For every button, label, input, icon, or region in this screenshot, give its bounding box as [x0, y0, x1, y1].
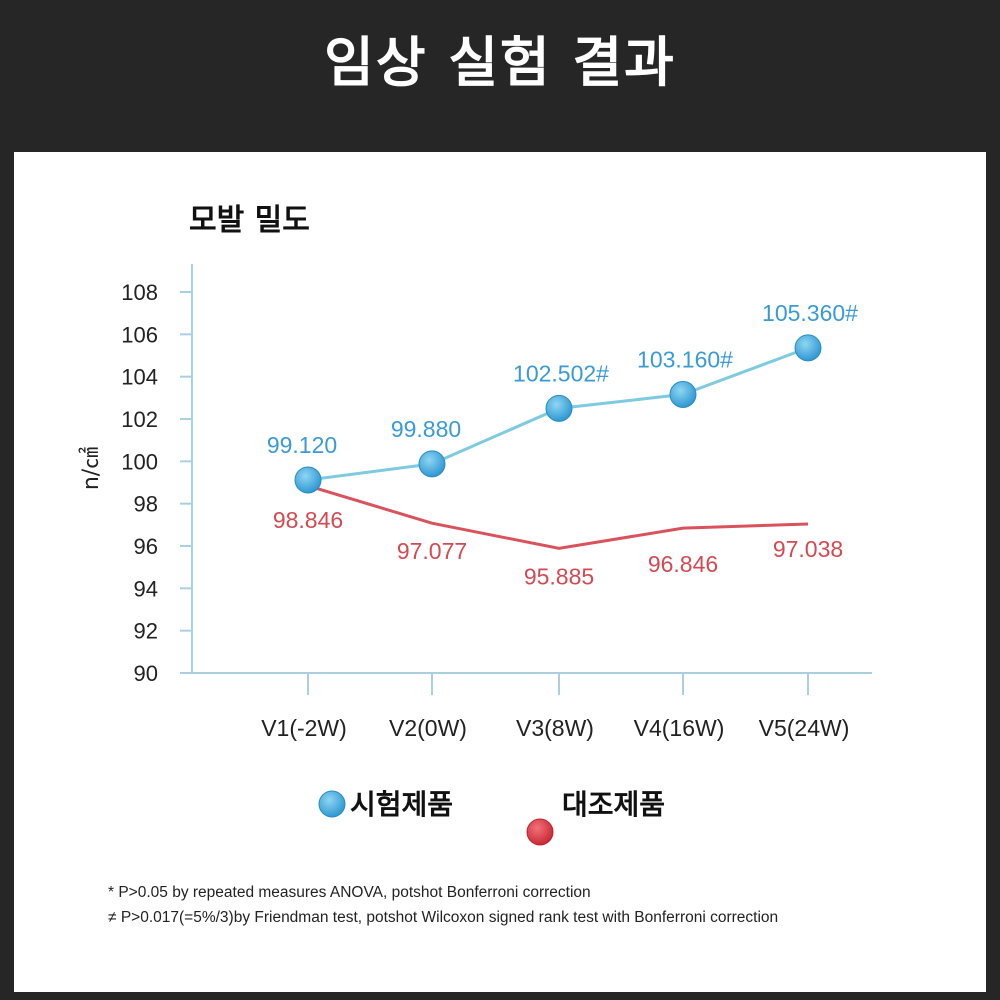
- test-point-2: [418, 450, 446, 478]
- test-point-1: [294, 466, 322, 494]
- control-data-label-5: 97.038: [773, 536, 843, 562]
- y-axis-label: n/㎠: [78, 447, 104, 490]
- footnote-1: * P>0.05 by repeated measures ANOVA, pot…: [108, 884, 591, 901]
- x-tick-label-2: V2(0W): [389, 715, 467, 741]
- y-tick-label-108: 108: [121, 280, 158, 305]
- y-tick-label-100: 100: [121, 449, 158, 474]
- y-tick-label-102: 102: [121, 407, 158, 432]
- test-point-4: [669, 380, 697, 408]
- chart-card: 모발 밀도 n/㎠ 90 92 94 96 98 100 102 104 106 108 V1(-2W)…: [14, 152, 986, 992]
- y-tick-label-98: 98: [134, 492, 158, 517]
- test-data-label-1: 99.120: [267, 432, 337, 458]
- test-data-label-5: 105.360#: [762, 300, 858, 326]
- test-point-5: [794, 334, 822, 362]
- x-tick-label-4: V4(16W): [634, 715, 725, 741]
- test-point-3: [545, 394, 573, 422]
- legend-control-marker: [526, 818, 554, 846]
- y-tick-label-96: 96: [134, 534, 158, 559]
- x-tick-label-5: V5(24W): [759, 715, 850, 741]
- y-tick-label-106: 106: [121, 322, 158, 347]
- legend-test-marker: [318, 790, 346, 818]
- line-chart: 모발 밀도 n/㎠ 90 92 94 96 98 100 102 104 106 108 V1(-2W)…: [78, 203, 872, 846]
- y-tick-label-104: 104: [121, 365, 158, 390]
- x-tick-label-3: V3(8W): [516, 715, 594, 741]
- control-data-label-2: 97.077: [397, 538, 467, 564]
- x-tick-label-1: V1(-2W): [261, 715, 347, 741]
- legend-test-label: 시험제품: [350, 788, 453, 821]
- footnotes: * P>0.05 by repeated measures ANOVA, pot…: [108, 880, 778, 930]
- test-data-label-3: 102.502#: [513, 360, 609, 386]
- control-data-label-1: 98.846: [273, 507, 343, 533]
- footnote-2: ≠ P>0.017(=5%/3)by Friendman test, potsh…: [108, 909, 779, 926]
- test-data-label-4: 103.160#: [637, 346, 733, 372]
- series-control-line: [307, 484, 809, 550]
- test-data-label-2: 99.880: [391, 416, 461, 442]
- legend-control-label: 대조제품: [562, 788, 665, 821]
- y-tick-label-92: 92: [134, 619, 158, 644]
- chart-title: 모발 밀도: [189, 203, 310, 238]
- control-data-label-3: 95.885: [524, 563, 594, 589]
- y-tick-label-94: 94: [134, 576, 158, 601]
- page-title: 임상 실험 결과: [324, 31, 676, 94]
- y-tick-label-90: 90: [134, 661, 158, 686]
- control-data-label-4: 96.846: [648, 551, 718, 577]
